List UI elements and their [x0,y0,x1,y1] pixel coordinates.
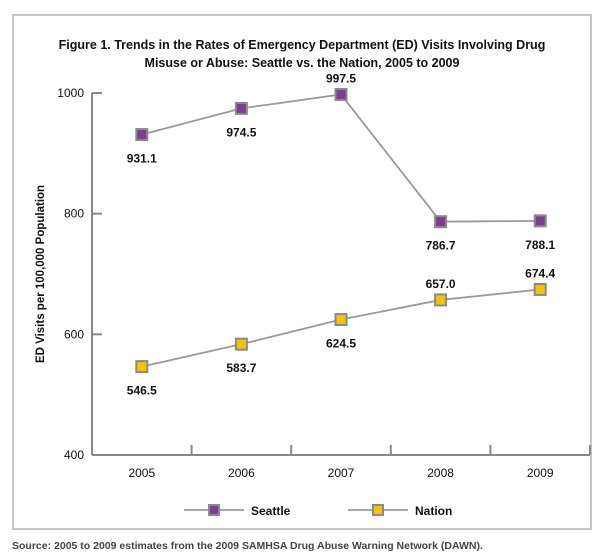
x-tick-label: 2006 [228,466,255,480]
data-label: 974.5 [226,125,256,139]
data-point-nation [533,282,547,296]
source-note: Source: 2005 to 2009 estimates from the … [12,540,483,552]
series-line-nation [141,288,541,368]
y-tick-label: 1000 [57,86,84,100]
title-line-2: Misuse or Abuse: Seattle vs. the Nation,… [144,56,460,70]
data-point-seattle [434,215,448,229]
legend-label-seattle: Seattle [251,504,291,518]
x-tick-label: 2007 [328,466,355,480]
data-point-seattle [533,214,547,228]
data-point-nation [334,313,348,327]
legend-marker-seattle [208,504,220,516]
data-point-seattle [135,128,149,142]
data-label: 674.4 [525,266,555,280]
data-point-seattle [234,101,248,115]
y-axis-label: ED Visits per 100,000 Population [35,185,47,363]
y-tick-label: 400 [64,448,84,462]
legend-marker-nation [372,504,384,516]
data-label: 788.1 [525,238,555,252]
data-label: 931.1 [127,152,157,166]
y-tick-label: 600 [64,327,84,341]
y-tick-label: 800 [64,207,84,221]
data-point-nation [234,337,248,351]
x-tick-label: 2009 [527,466,554,480]
data-label: 546.5 [127,384,157,398]
data-label: 997.5 [326,72,356,86]
x-tick-label: 2005 [128,466,155,480]
data-point-seattle [334,88,348,102]
data-label: 583.7 [226,361,256,375]
data-label: 624.5 [326,337,356,351]
data-label: 786.7 [426,239,456,253]
series-line-seattle [141,93,541,223]
chart-title: Figure 1. Trends in the Rates of Emergen… [12,36,592,72]
data-point-nation [434,293,448,307]
data-point-nation [135,360,149,374]
legend-label-nation: Nation [415,504,452,518]
data-label: 657.0 [426,277,456,291]
chart-frame [12,14,592,530]
title-line-1: Figure 1. Trends in the Rates of Emergen… [58,38,546,52]
x-tick-label: 2008 [427,466,454,480]
